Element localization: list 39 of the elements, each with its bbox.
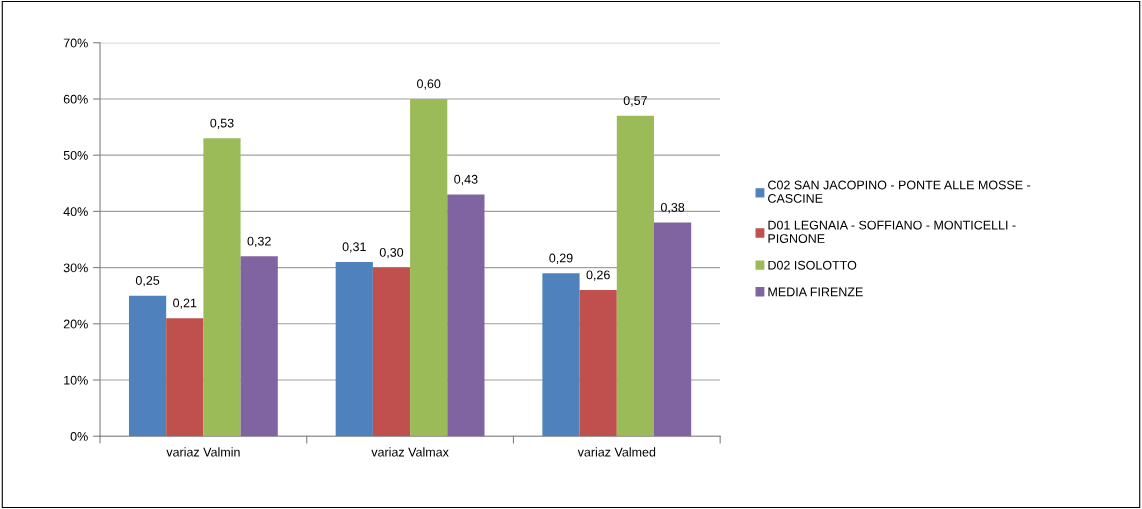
x-tick-label: variaz Valmed (577, 447, 656, 457)
data-label: 0,32 (247, 236, 271, 248)
y-tick-label: 60% (63, 94, 88, 104)
data-label: 0,43 (454, 174, 478, 186)
y-tick-label: 10% (64, 375, 88, 385)
bar (372, 267, 411, 437)
y-tick-label: 30% (63, 263, 88, 273)
x-tick-label: variaz Valmin (166, 447, 240, 457)
data-label: 0,21 (173, 298, 197, 309)
bar (410, 98, 448, 437)
data-label: 0,38 (660, 202, 685, 214)
bar (203, 138, 241, 437)
y-tick-label: 40% (63, 207, 88, 217)
legend-label: MEDIA FIRENZE (768, 287, 863, 297)
data-label: 0,26 (586, 270, 610, 281)
bar (447, 194, 485, 437)
data-label: 0,29 (549, 253, 573, 264)
data-label: 0,25 (135, 276, 160, 287)
bar (616, 115, 654, 437)
bar (579, 290, 617, 437)
y-tick-label: 20% (63, 319, 88, 329)
data-label: 0,31 (342, 242, 366, 253)
data-label: 0,57 (623, 96, 647, 107)
legend-label: C02 SAN JACOPINO - PONTE ALLE MOSSE - CASCINE (768, 180, 1031, 203)
bar (654, 222, 692, 437)
y-tick-label: 50% (63, 150, 88, 160)
legend-label: D01 LEGNAIA - SOFFIANO - MONTICELLI - PIGNONE (768, 220, 1016, 243)
bar (240, 256, 278, 437)
y-tick-label: 0% (70, 432, 88, 441)
bar (128, 295, 167, 437)
x-tick-label: variaz Valmax (371, 447, 449, 457)
bar (542, 273, 580, 437)
legend-label: D02 ISOLOTTO (768, 260, 857, 270)
y-tick-label: 70% (63, 38, 88, 48)
data-label: 0,60 (417, 79, 441, 90)
bar (335, 261, 373, 437)
data-label: 0,53 (210, 118, 234, 129)
data-label: 0,30 (379, 247, 404, 259)
bar (166, 318, 204, 437)
